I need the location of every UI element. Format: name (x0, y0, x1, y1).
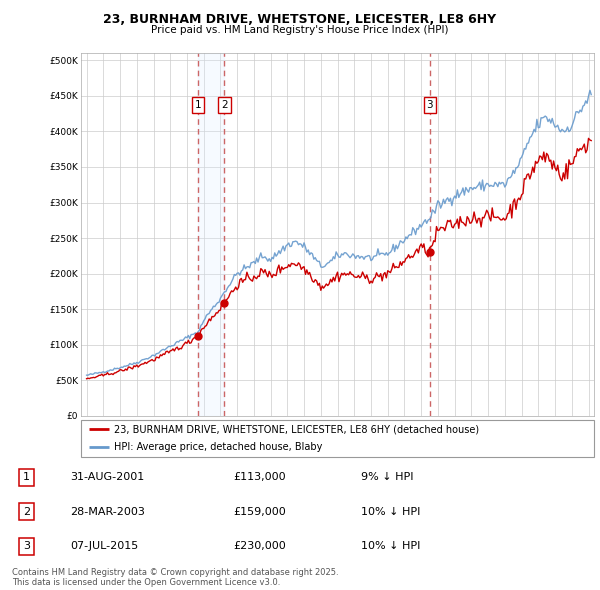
Text: 23, BURNHAM DRIVE, WHETSTONE, LEICESTER, LE8 6HY (detached house): 23, BURNHAM DRIVE, WHETSTONE, LEICESTER,… (115, 424, 479, 434)
Text: 1: 1 (195, 100, 202, 110)
Text: Price paid vs. HM Land Registry's House Price Index (HPI): Price paid vs. HM Land Registry's House … (151, 25, 449, 35)
Text: 23, BURNHAM DRIVE, WHETSTONE, LEICESTER, LE8 6HY: 23, BURNHAM DRIVE, WHETSTONE, LEICESTER,… (103, 13, 497, 26)
Text: £113,000: £113,000 (233, 473, 286, 483)
Text: HPI: Average price, detached house, Blaby: HPI: Average price, detached house, Blab… (115, 442, 323, 452)
Text: 07-JUL-2015: 07-JUL-2015 (70, 541, 139, 551)
Text: £230,000: £230,000 (233, 541, 286, 551)
Text: 31-AUG-2001: 31-AUG-2001 (70, 473, 145, 483)
Text: Contains HM Land Registry data © Crown copyright and database right 2025.
This d: Contains HM Land Registry data © Crown c… (12, 568, 338, 587)
Text: 3: 3 (427, 100, 433, 110)
Text: 2: 2 (221, 100, 227, 110)
Text: 28-MAR-2003: 28-MAR-2003 (70, 507, 145, 517)
Text: 3: 3 (23, 541, 30, 551)
Text: £159,000: £159,000 (233, 507, 286, 517)
Text: 10% ↓ HPI: 10% ↓ HPI (361, 541, 421, 551)
Bar (198, 53, 224, 416)
FancyBboxPatch shape (81, 420, 594, 457)
Text: 1: 1 (23, 473, 30, 483)
Text: 10% ↓ HPI: 10% ↓ HPI (361, 507, 421, 517)
Text: 9% ↓ HPI: 9% ↓ HPI (361, 473, 414, 483)
Text: 2: 2 (23, 507, 30, 517)
